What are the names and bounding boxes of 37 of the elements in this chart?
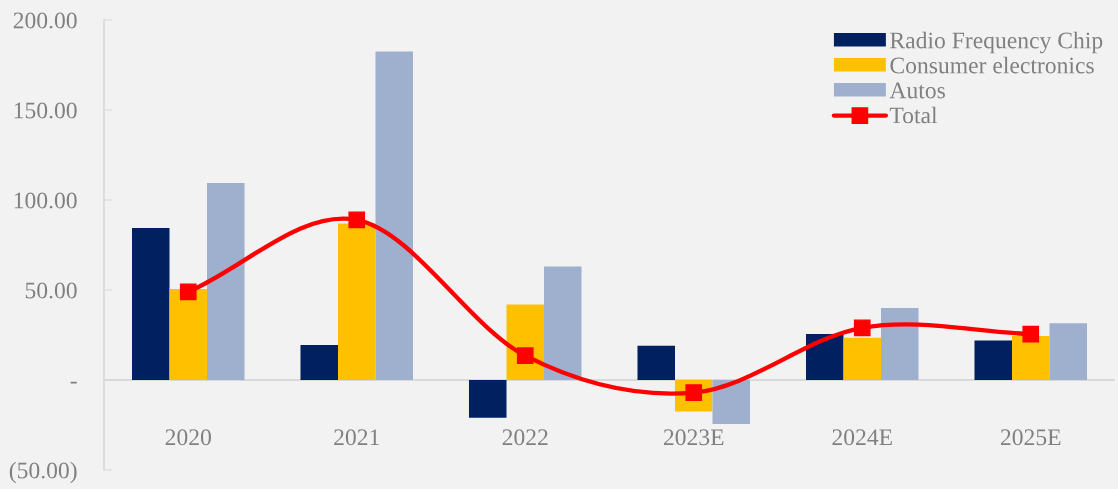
bar <box>637 345 675 380</box>
point <box>1022 325 1040 343</box>
y-tick-label: - <box>70 381 77 384</box>
bar <box>1012 335 1050 380</box>
bar <box>544 266 582 380</box>
y-tick-label: (50.00) <box>9 461 77 484</box>
x-tick-label: 2024E <box>832 429 892 446</box>
y-tick-label: 150.00 <box>14 102 77 119</box>
bar <box>375 51 414 380</box>
bar <box>207 182 245 380</box>
y-tick-label: 50.00 <box>25 282 77 299</box>
x-tick-label: 2022 <box>502 429 548 446</box>
x-tick-label: 2021 <box>334 429 379 446</box>
legend-label: Autos <box>889 82 945 99</box>
bar <box>712 380 751 425</box>
y-tick-label: 100.00 <box>14 192 77 209</box>
point <box>348 211 366 229</box>
bar <box>805 334 844 380</box>
point <box>516 347 534 365</box>
bar <box>169 289 207 380</box>
x-tick-label: 2025E <box>1000 429 1061 446</box>
bar <box>1049 323 1088 380</box>
bar <box>338 223 376 380</box>
point <box>853 319 871 337</box>
bar <box>468 380 507 418</box>
y-tick-label: 200.00 <box>13 12 77 29</box>
point <box>179 283 197 301</box>
x-tick-label: 2020 <box>165 429 211 446</box>
legend-label: Radio Frequency Chip <box>890 31 1103 54</box>
x-tick-label: 2023E <box>663 429 724 446</box>
bar <box>881 308 919 380</box>
bar <box>131 227 170 380</box>
legend-label: Consumer electronics <box>890 56 1094 74</box>
legend-label: Total <box>889 106 938 124</box>
bar <box>300 344 338 380</box>
bar <box>974 340 1012 380</box>
bar <box>843 337 881 380</box>
